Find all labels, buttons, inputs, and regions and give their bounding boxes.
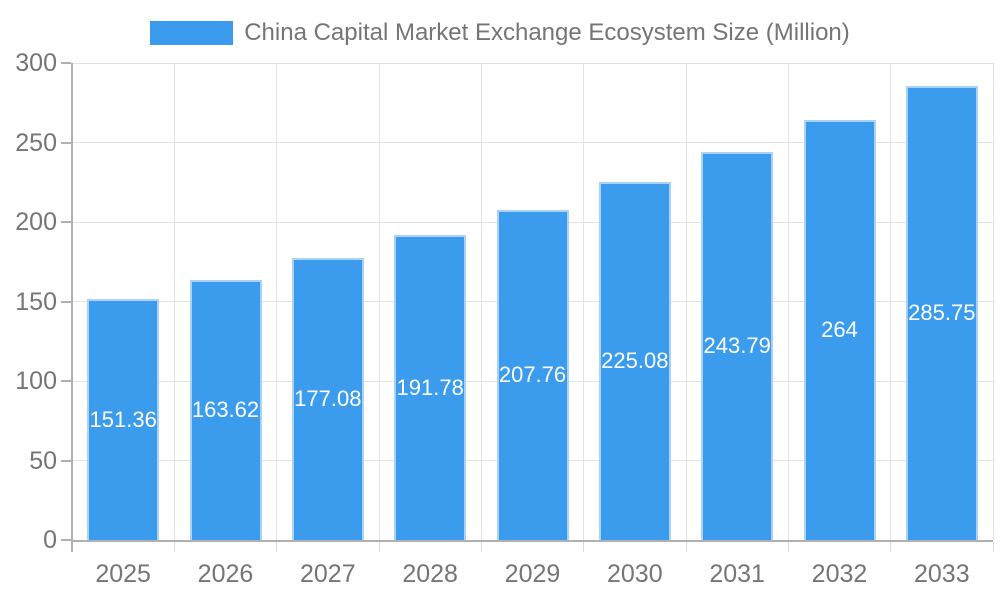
bar-value-label: 243.79: [703, 333, 771, 359]
x-axis-tick: [787, 542, 789, 552]
x-tick-label: 2032: [811, 560, 868, 588]
v-gridline: [173, 63, 175, 540]
v-gridline: [378, 63, 380, 540]
x-tick-label: 2031: [709, 560, 765, 588]
y-tick-label: 100: [15, 367, 57, 395]
y-tick-label: 50: [29, 446, 57, 475]
x-axis-tick: [378, 542, 380, 552]
v-gridline: [992, 63, 994, 540]
v-gridline: [890, 63, 892, 540]
legend-label: China Capital Market Exchange Ecosystem …: [244, 19, 850, 46]
x-axis-tick: [992, 542, 994, 552]
y-axis-tick: [61, 459, 71, 462]
bar-value-label: 177.08: [294, 386, 362, 412]
x-tick-label: 2027: [300, 560, 356, 588]
y-tick-label: 150: [15, 287, 57, 316]
h-gridline: [72, 62, 993, 64]
h-gridline: [72, 142, 993, 143]
x-tick-label: 2026: [197, 560, 254, 588]
v-gridline: [480, 63, 482, 540]
bar-value-label: 264: [821, 317, 858, 343]
y-axis-tick: [61, 62, 71, 64]
y-tick-label: 200: [15, 208, 57, 236]
bar-value-label: 163.62: [191, 396, 260, 422]
v-gridline: [787, 63, 789, 540]
x-tick-label: 2028: [402, 560, 458, 588]
y-tick-label: 250: [15, 128, 57, 157]
bar: [87, 299, 160, 540]
y-axis-tick: [61, 221, 71, 223]
bar: [598, 182, 671, 540]
bar: [905, 85, 978, 540]
x-axis-tick: [685, 542, 687, 552]
x-tick-label: 2030: [607, 560, 663, 588]
v-gridline: [583, 63, 585, 540]
y-axis-line: [71, 63, 73, 552]
y-axis-tick: [61, 300, 71, 303]
v-gridline: [685, 63, 687, 540]
legend-swatch: [150, 21, 234, 45]
bar-value-label: 225.08: [601, 348, 669, 374]
y-axis-tick: [61, 380, 71, 382]
x-axis-tick: [276, 542, 278, 552]
v-gridline: [276, 63, 278, 540]
y-axis-tick: [61, 141, 71, 144]
x-axis-line: [71, 540, 993, 542]
bar-value-label: 207.76: [498, 361, 567, 387]
bar: [496, 209, 569, 540]
x-tick-label: 2025: [95, 560, 151, 588]
x-tick-label: 2029: [504, 560, 561, 588]
y-axis-tick: [61, 539, 71, 541]
bar-value-label: 151.36: [89, 406, 157, 432]
bar-value-label: 191.78: [396, 374, 464, 400]
x-axis-tick: [890, 542, 892, 552]
x-axis-tick: [583, 542, 585, 552]
bar: [189, 279, 262, 540]
y-tick-label: 0: [43, 526, 57, 554]
bar: [394, 235, 467, 540]
x-tick-label: 2033: [914, 560, 970, 588]
bar: [291, 258, 364, 540]
bar: [701, 152, 774, 540]
legend-item[interactable]: China Capital Market Exchange Ecosystem …: [150, 19, 850, 47]
x-axis-tick: [480, 542, 482, 552]
x-axis-tick: [173, 542, 175, 552]
chart-legend: China Capital Market Exchange Ecosystem …: [0, 18, 1000, 48]
y-tick-label: 300: [15, 49, 57, 77]
bar: [803, 120, 876, 540]
bar-value-label: 285.75: [908, 299, 976, 325]
